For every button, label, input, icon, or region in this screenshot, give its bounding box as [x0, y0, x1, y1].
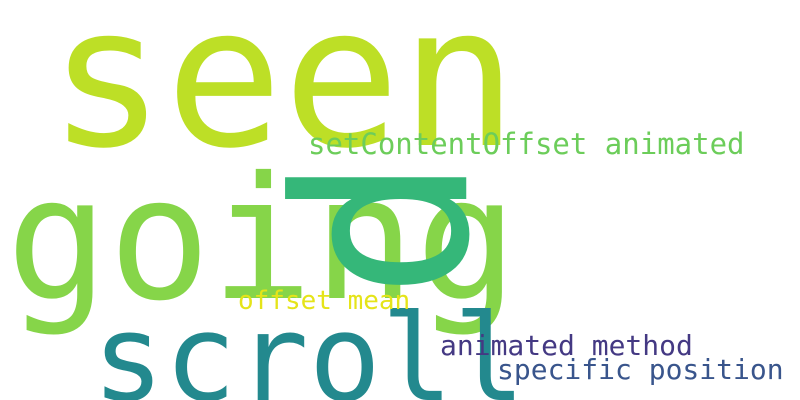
word-scroll: scroll — [92, 290, 526, 400]
word-offset-mean: offset mean — [238, 286, 411, 316]
word-going: going — [6, 141, 518, 339]
word-seen: seen — [48, 0, 518, 191]
word-p: p — [278, 155, 558, 300]
word-setcontentoffset-animated: setContentOffset animated — [308, 127, 745, 161]
word-specific-position: specific position — [497, 353, 784, 386]
word-animated-method: animated method — [440, 329, 693, 362]
